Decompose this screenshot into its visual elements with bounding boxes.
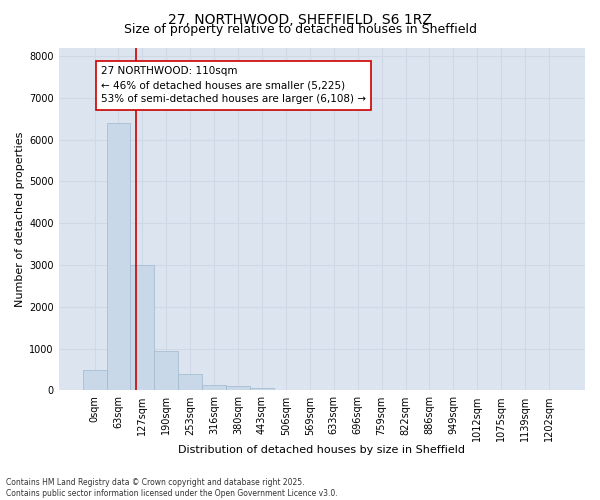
Bar	[107, 123, 130, 390]
Text: Contains HM Land Registry data © Crown copyright and database right 2025.
Contai: Contains HM Land Registry data © Crown c…	[6, 478, 338, 498]
Bar	[250, 388, 274, 390]
Bar	[178, 374, 202, 390]
Text: 27, NORTHWOOD, SHEFFIELD, S6 1RZ: 27, NORTHWOOD, SHEFFIELD, S6 1RZ	[168, 12, 432, 26]
Y-axis label: Number of detached properties: Number of detached properties	[15, 132, 25, 306]
Bar	[83, 370, 107, 390]
X-axis label: Distribution of detached houses by size in Sheffield: Distribution of detached houses by size …	[178, 445, 466, 455]
Bar	[202, 385, 226, 390]
Bar	[226, 386, 250, 390]
Text: 27 NORTHWOOD: 110sqm
← 46% of detached houses are smaller (5,225)
53% of semi-de: 27 NORTHWOOD: 110sqm ← 46% of detached h…	[101, 66, 366, 104]
Bar	[154, 350, 178, 391]
Text: Size of property relative to detached houses in Sheffield: Size of property relative to detached ho…	[124, 22, 476, 36]
Bar	[130, 265, 154, 390]
